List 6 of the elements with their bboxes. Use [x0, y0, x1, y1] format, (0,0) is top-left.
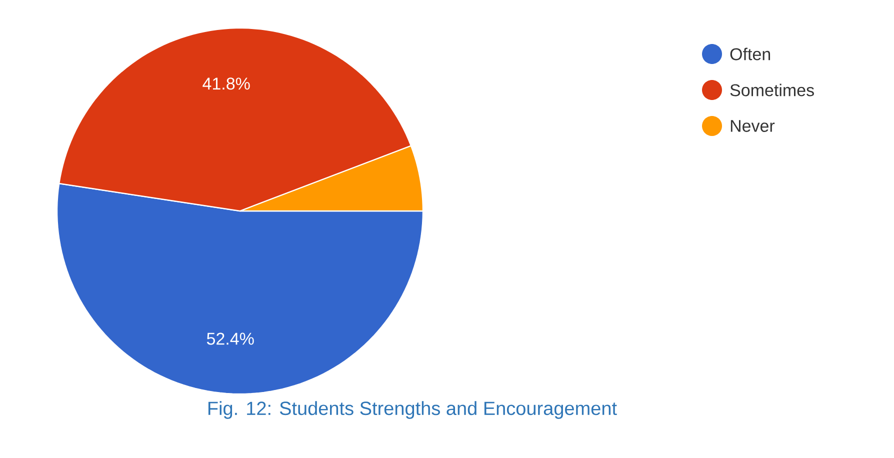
legend-label: Often: [730, 48, 770, 60]
data-label: 52.4%: [206, 332, 254, 345]
legend-label: Never: [730, 120, 775, 132]
legend-label: Sometimes: [730, 84, 814, 96]
caption: Fig. 12: Students Strengths and Encouragement: [208, 401, 617, 419]
data-label: 41.8%: [202, 78, 250, 90]
